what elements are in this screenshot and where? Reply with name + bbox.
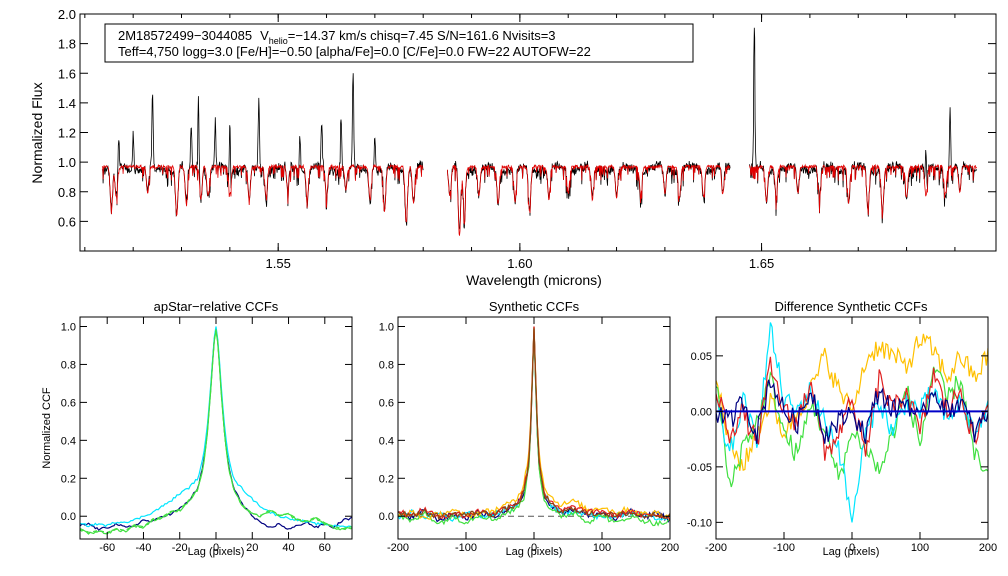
apstar-ccf-xtick-label: -60 (99, 542, 115, 554)
difference-ccf-xtick-label: 0 (849, 542, 855, 554)
synthetic-ccf-xtick-label: 100 (593, 542, 611, 554)
apstar-ccf-title: apStar−relative CCFs (154, 299, 279, 314)
difference-ccf-xlabel: Lag (pixels) (823, 546, 880, 558)
difference-ccf-ytick-label: -0.10 (687, 517, 712, 529)
synthetic-ccf-xtick-label: 200 (661, 542, 679, 554)
spectrum-ytick-label: 1.2 (58, 126, 76, 141)
apstar-ccf-panel: apStar−relative CCFs -60 -40 -20 0 20 40 60 0.0… (41, 299, 353, 558)
synthetic-ccf-ytick-label: 0.2 (379, 473, 394, 485)
synthetic-ccf-ticks: -200 -100 0 100 200 0.0 0.2 0.4 0.6 0.8 1.0 (379, 317, 679, 554)
difference-ccf-panel: Difference Synthetic CCFs -200 -100 0 100 20… (687, 299, 997, 558)
model-spectrum-chip-1 (101, 163, 424, 223)
difference-ccf-series-green (716, 366, 988, 488)
apstar-ccf-ylabel: Normalized CCF (41, 387, 53, 469)
synthetic-ccf-title: Synthetic CCFs (489, 299, 580, 314)
difference-ccf-xtick-label: -100 (773, 542, 795, 554)
synthetic-ccf-xtick-label: -100 (455, 542, 477, 554)
model-spectrum-chip-3 (749, 163, 978, 219)
apstar-ccf-series-dashed-green (80, 329, 352, 534)
spectrum-ticks: 1.55 1.60 1.65 0.6 0.8 1.0 1.2 1.4 1.6 1.8 2.0 (58, 7, 996, 271)
synthetic-ccf-xlabel: Lag (pixels) (506, 546, 563, 558)
difference-ccf-ytick-label: 0.00 (691, 406, 712, 418)
spectrum-xtick-label: 1.55 (266, 256, 291, 271)
synthetic-ccf-ytick-label: 1.0 (379, 321, 394, 333)
star-info-line2: Teff=4,750 logg=3.0 [Fe/H]=−0.50 [alpha/… (118, 44, 591, 59)
spectrum-xtick-label: 1.60 (507, 256, 532, 271)
spectrum-ytick-label: 0.8 (58, 185, 76, 200)
apstar-ccf-ytick-label: 0.0 (61, 511, 76, 523)
apstar-ccf-ytick-label: 0.4 (61, 435, 76, 447)
spectrum-panel: 1.55 1.60 1.65 0.6 0.8 1.0 1.2 1.4 1.6 1.8 2.0 2M1… (29, 7, 997, 288)
apstar-ccf-xtick-label: 40 (282, 542, 294, 554)
spectrum-xlabel: Wavelength (microns) (466, 272, 602, 288)
apstar-ccf-plot-area (80, 326, 352, 535)
difference-ccf-plot-area (716, 322, 988, 523)
difference-ccf-series-group (716, 322, 988, 523)
observed-spectrum-chip-1 (101, 73, 424, 226)
synthetic-ccf-ytick-label: 0.0 (379, 511, 394, 523)
spectrum-ylabel: Normalized Flux (29, 82, 45, 183)
spectrum-ytick-label: 2.0 (58, 7, 76, 22)
spectrum-ytick-label: 1.6 (58, 66, 76, 81)
apstar-ccf-series-visit-2 (80, 326, 352, 529)
spectrum-plot-area (101, 27, 978, 236)
apstar-ccf-ytick-label: 0.2 (61, 473, 76, 485)
vhelio-subscript: helio (269, 36, 288, 46)
difference-ccf-xtick-label: 100 (911, 542, 929, 554)
difference-ccf-ticks: -200 -100 0 100 200 -0.10 -0.05 0.00 0.05 (687, 317, 997, 554)
difference-ccf-title: Difference Synthetic CCFs (775, 299, 928, 314)
star-stats: =−14.37 km/s chisq=7.45 S/N=161.6 Nvisit… (288, 28, 556, 43)
difference-ccf-xtick-label: 200 (979, 542, 997, 554)
apstar-ccf-xtick-label: -40 (136, 542, 152, 554)
model-spectrum-chip-2 (447, 163, 731, 236)
spectrum-ytick-label: 0.6 (58, 214, 76, 229)
synthetic-ccf-plot-area (398, 326, 670, 527)
apstar-ccf-series-group (80, 326, 352, 535)
star-id: 2M18572499−3044085 (118, 28, 252, 43)
apstar-ccf-ytick-label: 0.6 (61, 397, 76, 409)
synthetic-ccf-series-red (398, 326, 670, 521)
spectrum-xtick-label: 1.65 (749, 256, 774, 271)
synthetic-ccf-ytick-label: 0.8 (379, 359, 394, 371)
apstar-ccf-xtick-label: 20 (246, 542, 258, 554)
synthetic-ccf-xtick-label: 0 (531, 542, 537, 554)
synthetic-ccf-series-group (398, 326, 670, 527)
spectrum-ytick-label: 1.4 (58, 96, 76, 111)
difference-ccf-xtick-label: -200 (705, 542, 727, 554)
synthetic-ccf-ytick-label: 0.6 (379, 397, 394, 409)
synthetic-ccf-panel: Synthetic CCFs -200 -100 0 100 200 0.0 0.2 0.4 0… (379, 299, 679, 558)
synthetic-ccf-xtick-label: -200 (387, 542, 409, 554)
apstar-ccf-ytick-label: 0.8 (61, 359, 76, 371)
synthetic-ccf-ytick-label: 0.4 (379, 435, 394, 447)
star-info-line1: 2M18572499−3044085 Vhelio=−14.37 km/s chi… (118, 28, 556, 46)
spectrum-ytick-label: 1.8 (58, 37, 76, 52)
vhelio-symbol: V (260, 28, 269, 43)
star-info-box (104, 23, 694, 63)
apstar-ccf-ytick-label: 1.0 (61, 321, 76, 333)
difference-ccf-ytick-label: 0.05 (691, 351, 712, 363)
difference-ccf-ytick-label: -0.05 (687, 462, 712, 474)
synthetic-ccf-series-brown (398, 328, 670, 521)
apstar-ccf-xtick-label: 0 (213, 542, 219, 554)
difference-ccf-series-red (716, 356, 988, 461)
apstar-ccf-xtick-label: -20 (172, 542, 188, 554)
apstar-ccf-ticks: -60 -40 -20 0 20 40 60 0.0 0.2 0.4 0.6 0.8 1.0 (61, 317, 352, 554)
apstar-ccf-xtick-label: 60 (319, 542, 331, 554)
apstar-ccf-xlabel: Lag (pixels) (188, 546, 245, 558)
spectrum-ytick-label: 1.0 (58, 155, 76, 170)
